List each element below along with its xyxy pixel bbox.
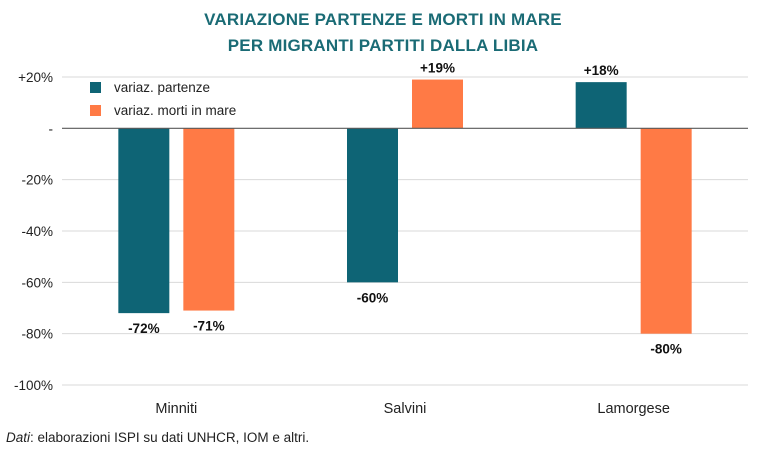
data-label: +19%: [420, 61, 455, 76]
legend-swatch-partenze: [90, 82, 101, 93]
legend-label-morti: variaz. morti in mare: [114, 103, 236, 118]
x-category-label: Salvini: [384, 401, 427, 417]
data-label: -72%: [128, 321, 160, 336]
source-prefix: Dati: [6, 430, 31, 445]
bars: [118, 79, 692, 334]
y-axis-tick-labels: +20% - -20% -40% -60% -80% -100%: [14, 70, 53, 393]
bar-salvini-series-0: [347, 128, 398, 283]
x-axis-category-labels: Minniti Salvini Lamorgese: [155, 401, 670, 417]
data-label: -80%: [650, 342, 682, 357]
data-label: -71%: [193, 319, 225, 334]
y-tick-label: -100%: [14, 378, 53, 393]
y-tick-label: -: [49, 121, 54, 136]
bar-lamorgese-series-0: [575, 82, 627, 129]
y-tick-label: +20%: [18, 70, 53, 85]
legend-label-partenze: variaz. partenze: [114, 80, 210, 95]
x-category-label: Minniti: [155, 401, 197, 417]
legend-swatch-morti: [90, 105, 101, 116]
data-labels: -72% -71% -60% +19% +18% -80%: [128, 61, 682, 357]
legend: variaz. partenze variaz. morti in mare: [90, 80, 236, 118]
y-tick-label: -60%: [21, 275, 53, 290]
data-label: +18%: [584, 63, 619, 78]
x-category-label: Lamorgese: [597, 401, 670, 417]
y-tick-label: -40%: [21, 224, 53, 239]
y-tick-label: -80%: [21, 327, 53, 342]
chart-title-line-2: PER MIGRANTI PARTITI DALLA LIBIA: [228, 36, 539, 55]
source-text: : elaborazioni ISPI su dati UNHCR, IOM e…: [30, 430, 310, 445]
bar-lamorgese-series-1: [640, 128, 692, 334]
source-note: Dati: elaborazioni ISPI su dati UNHCR, I…: [6, 430, 309, 445]
bar-minniti-series-0: [118, 128, 170, 314]
y-tick-label: -20%: [21, 173, 53, 188]
gridlines: [62, 76, 748, 386]
bar-minniti-series-1: [183, 128, 235, 311]
bar-salvini-series-1: [412, 79, 463, 129]
chart-title-line-1: VARIAZIONE PARTENZE E MORTI IN MARE: [204, 10, 562, 29]
data-label: -60%: [357, 290, 389, 305]
